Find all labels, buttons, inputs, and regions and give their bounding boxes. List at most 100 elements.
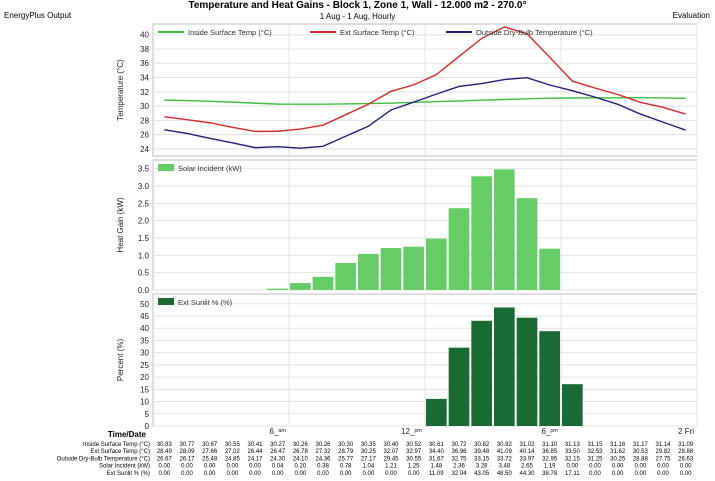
chart-title: Temperature and Heat Gains - Block 1, Zo… <box>188 0 527 11</box>
table-row-label-0: Inside Surface Temp (°C) <box>83 442 150 448</box>
table-cell: 26.78 <box>293 449 309 455</box>
table-cell: 0.00 <box>612 464 624 470</box>
bar-solar-13 <box>448 208 470 290</box>
table-cell: 0.00 <box>634 464 646 470</box>
table-cell: 25.77 <box>338 456 354 462</box>
table-cell: 30.82 <box>474 442 490 448</box>
y-tick-label-0-4: 32 <box>140 88 149 97</box>
table-cell: 30.26 <box>315 442 331 448</box>
table-cell: 32.04 <box>451 471 467 477</box>
x-tick-label-1: 12_ᵖᵐ <box>401 427 422 436</box>
table-cell: 30.25 <box>610 456 626 462</box>
table-cell: 0.00 <box>362 471 374 477</box>
table-cell: 0.00 <box>385 471 397 477</box>
table-cell: 33.72 <box>497 456 513 462</box>
table-cell: 2.36 <box>453 464 465 470</box>
table-cell: 0.78 <box>340 464 352 470</box>
legend-label-solar: Solar Incident (kW) <box>178 164 242 173</box>
table-row-label-4: Ext Sunlit % (%) <box>107 471 150 477</box>
table-cell: 24.10 <box>293 456 309 462</box>
y-tick-label-1-0: 0.0 <box>138 286 150 295</box>
table-cell: 3.48 <box>498 464 510 470</box>
table-cell: 30.40 <box>383 442 399 448</box>
table-cell: 30.55 <box>225 442 241 448</box>
legend-swatch-sunlit <box>158 298 174 305</box>
y-tick-label-0-6: 36 <box>140 59 149 68</box>
table-cell: 31.16 <box>610 442 626 448</box>
y-tick-label-2-7: 35 <box>140 336 149 345</box>
bar-sunlit-16 <box>516 317 538 426</box>
table-cell: 32.95 <box>542 456 558 462</box>
legend-label-inside: Inside Surface Temp (°C) <box>188 28 272 37</box>
y-tick-label-0-0: 24 <box>140 145 149 154</box>
table-cell: 30.25 <box>361 449 377 455</box>
table-cell: 32.75 <box>451 456 467 462</box>
table-cell: 33.50 <box>565 449 581 455</box>
table-cell: 27.66 <box>202 449 218 455</box>
table-cell: 1.21 <box>385 464 397 470</box>
table-cell: 0.00 <box>566 464 578 470</box>
y-tick-label-1-2: 1.0 <box>138 251 150 260</box>
y-tick-label-0-3: 30 <box>140 102 149 111</box>
table-cell: 30.77 <box>179 442 195 448</box>
table-cell: 27.17 <box>361 456 377 462</box>
table-cell: 32.07 <box>383 449 399 455</box>
table-cell: 38.78 <box>542 471 558 477</box>
table-cell: 0.00 <box>680 464 692 470</box>
y-tick-label-0-5: 34 <box>140 74 149 83</box>
bar-solar-8 <box>335 262 356 290</box>
table-cell: 36.85 <box>542 449 558 455</box>
table-cell: 30.53 <box>633 449 649 455</box>
table-cell: 0.00 <box>272 471 284 477</box>
table-cell: 11.09 <box>429 471 444 477</box>
bar-sunlit-12 <box>426 398 447 426</box>
table-row-label-2: Outside Dry-Bulb Temperature (°C) <box>57 456 150 462</box>
table-cell: 41.09 <box>497 449 513 455</box>
table-cell: 40.14 <box>519 449 535 455</box>
table-cell: 28.88 <box>678 449 694 455</box>
bar-sunlit-18 <box>562 384 583 426</box>
series-line-exterior <box>164 26 686 133</box>
table-cell: 17.11 <box>565 471 580 477</box>
x-tick-label-2: 6_ᵖᵐ <box>541 427 558 436</box>
y-axis-label-0: Temperature (°C) <box>116 59 125 121</box>
bar-sunlit-15 <box>494 307 515 426</box>
y-tick-label-2-6: 30 <box>140 349 149 358</box>
table-cell: 0.00 <box>158 471 170 477</box>
table-cell: 48.50 <box>497 471 513 477</box>
y-tick-label-0-8: 40 <box>140 31 149 40</box>
bar-solar-11 <box>403 246 424 290</box>
table-cell: 30.52 <box>406 442 422 448</box>
y-tick-label-2-4: 20 <box>140 373 149 382</box>
series-line-outside_db <box>164 77 686 149</box>
bar-solar-12 <box>426 238 447 290</box>
bar-solar-16 <box>516 198 538 290</box>
y-tick-label-0-2: 28 <box>140 116 149 125</box>
table-cell: 27.02 <box>225 449 241 455</box>
y-tick-label-0-1: 26 <box>140 131 149 140</box>
table-cell: 28.49 <box>157 449 173 455</box>
table-cell: 30.83 <box>157 442 173 448</box>
table-cell: 3.28 <box>476 464 488 470</box>
table-cell: 0.00 <box>204 471 216 477</box>
y-tick-label-2-1: 5 <box>145 410 150 419</box>
table-cell: 31.67 <box>429 456 445 462</box>
table-cell: 29.82 <box>655 449 671 455</box>
legend-label-exterior: Ext Surface Temp (°C) <box>340 28 415 37</box>
table-cell: 32.97 <box>406 449 422 455</box>
bar-sunlit-17 <box>539 331 560 426</box>
bar-solar-5 <box>267 288 288 290</box>
table-cell: 27.32 <box>315 449 331 455</box>
y-axis-label-2: Percent (%) <box>116 339 125 382</box>
y-axis-label-1: Heat Gain (kW) <box>116 197 125 252</box>
table-cell: 0.00 <box>340 471 352 477</box>
table-cell: 33.15 <box>474 456 490 462</box>
y-tick-label-2-9: 45 <box>140 312 149 321</box>
table-cell: 31.62 <box>610 449 626 455</box>
bar-solar-17 <box>539 248 560 290</box>
table-cell: 26.47 <box>270 449 286 455</box>
table-cell: 31.10 <box>542 442 558 448</box>
x-tick-label-3: 2 Fri <box>678 427 694 436</box>
table-cell: 30.30 <box>338 442 354 448</box>
